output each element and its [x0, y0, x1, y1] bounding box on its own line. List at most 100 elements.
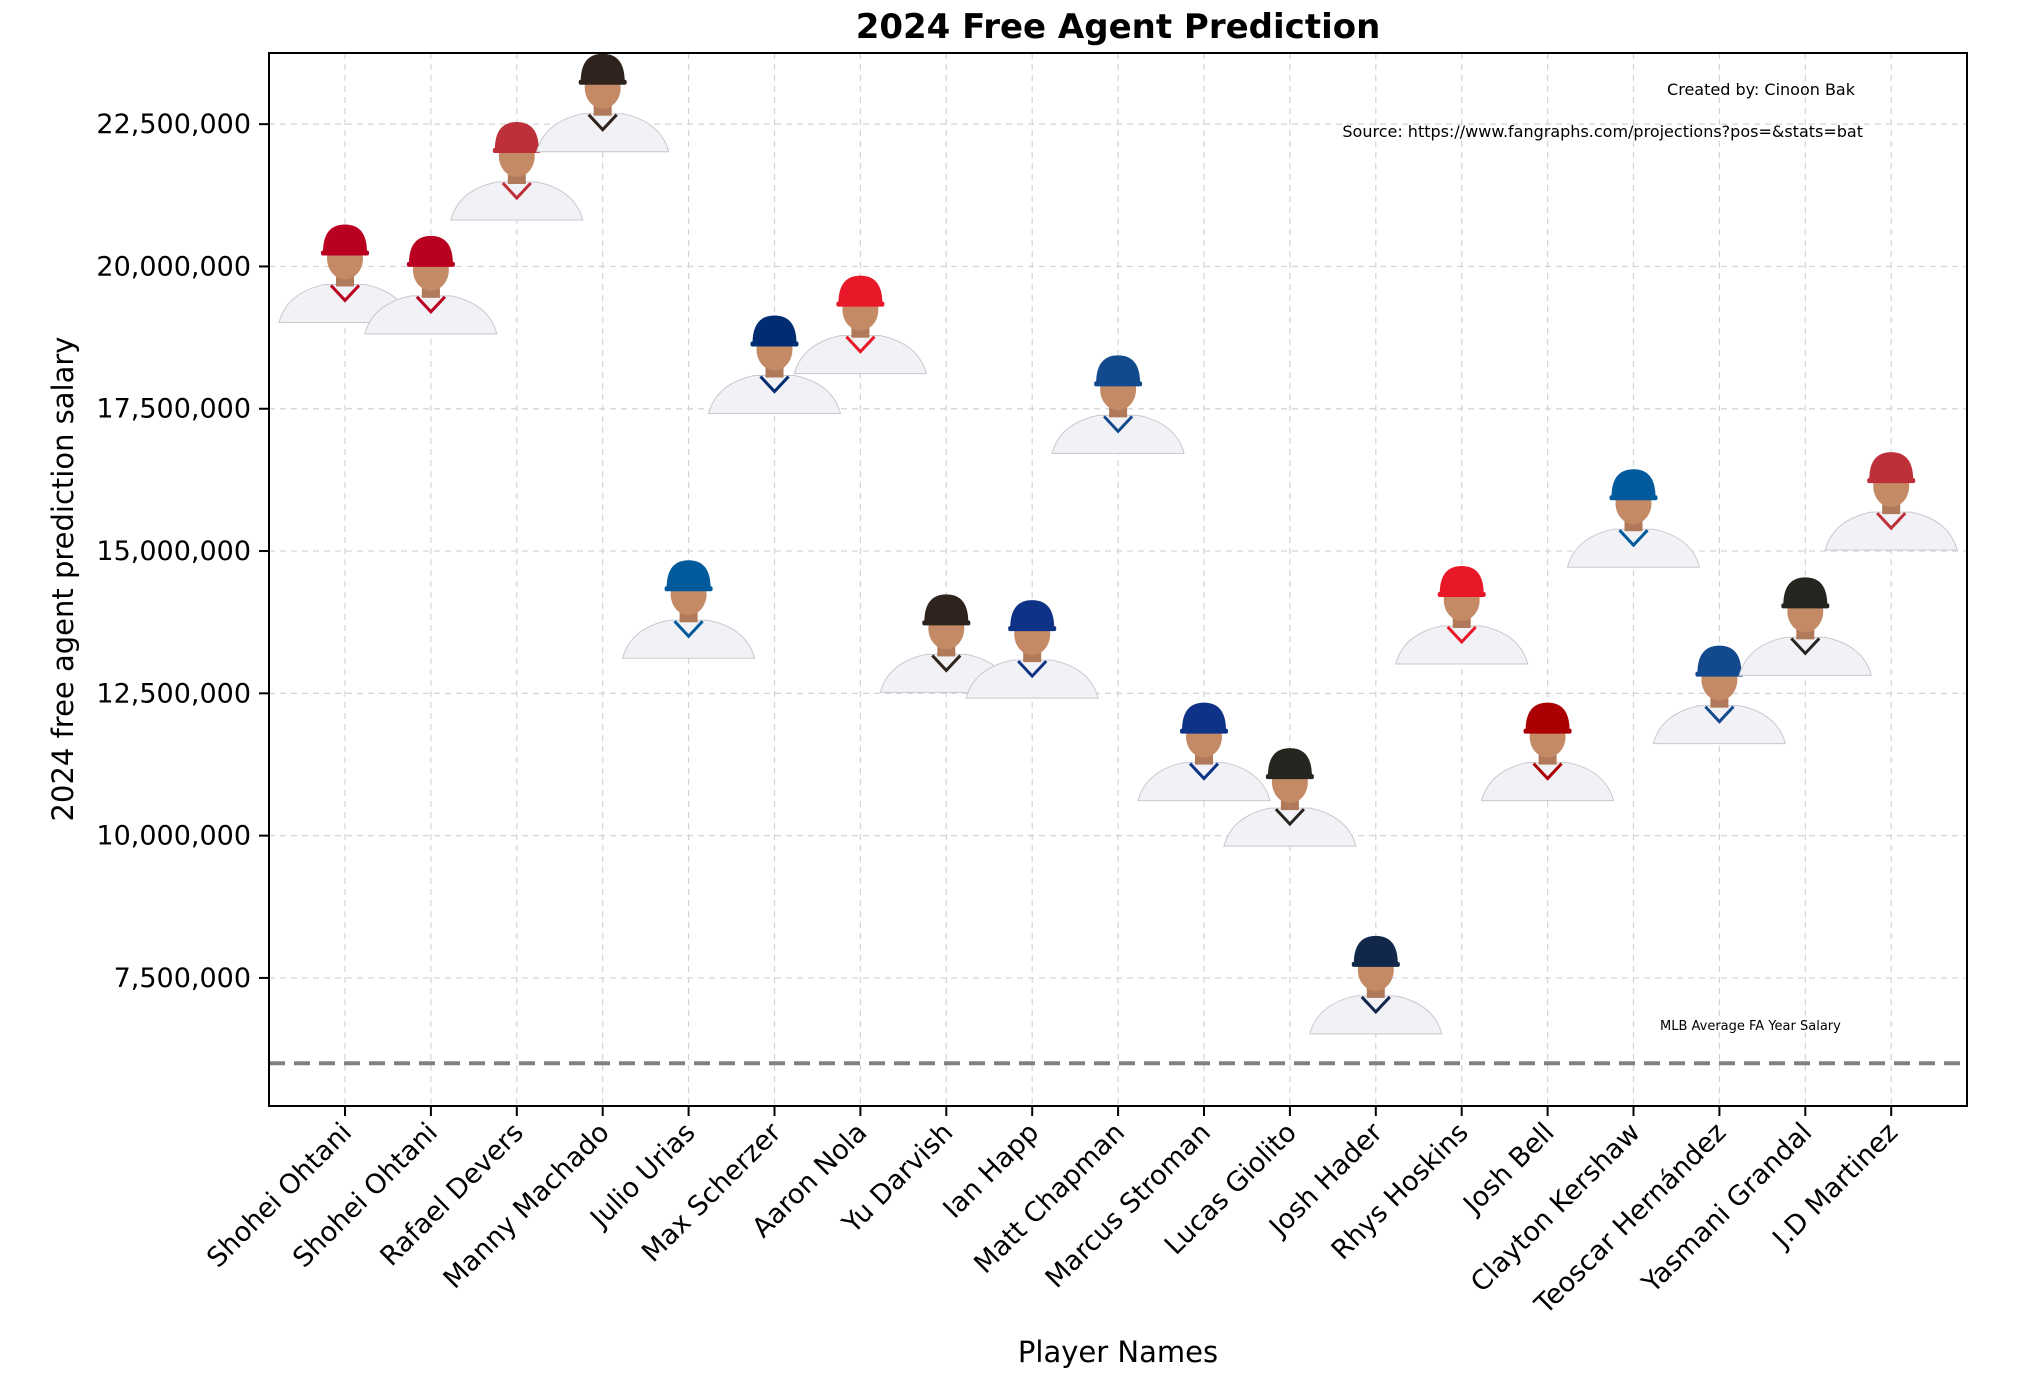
player-marker [364, 235, 498, 335]
x-tick-label: Shohei Ohtani [201, 1117, 358, 1274]
player-marker [1309, 935, 1443, 1035]
y-tick-label: 20,000,000 [96, 251, 251, 282]
cap-shape [580, 53, 625, 82]
cap-brim [1180, 728, 1228, 734]
source-annotation: Source: https://www.fangraphs.com/projec… [1342, 122, 1863, 141]
player-marker [1395, 565, 1529, 665]
jersey-shape [1051, 414, 1185, 454]
player-marker [1652, 645, 1787, 745]
chart-title: 2024 Free Agent Prediction [856, 7, 1381, 47]
cap-shape [1353, 935, 1398, 964]
cap-shape [1783, 577, 1828, 606]
y-axis-title: 2024 free agent prediction salary [46, 337, 80, 822]
collar-shape [1017, 660, 1048, 679]
collar-shape [415, 295, 446, 315]
cap-shape [1439, 565, 1484, 594]
cap-shape [1267, 748, 1312, 777]
jersey-shape [450, 181, 584, 221]
collar-shape [501, 181, 532, 201]
y-tick-label: 10,000,000 [96, 821, 251, 852]
collar-shape [1446, 625, 1477, 645]
cap-brim [1609, 495, 1658, 501]
collar-shape [759, 375, 790, 394]
x-axis-title: Player Names [1018, 1335, 1218, 1369]
y-tick-label: 22,500,000 [96, 109, 251, 140]
jersey-shape [1824, 511, 1958, 551]
cap-brim [922, 620, 971, 626]
cap-brim [664, 586, 713, 592]
collar-shape [1532, 762, 1563, 781]
cap-shape [838, 275, 883, 304]
cap-brim [1695, 671, 1744, 677]
jersey-shape [1395, 625, 1529, 665]
x-tick-label: Matt Chapman [968, 1117, 1131, 1280]
cap-shape [1869, 452, 1914, 481]
jersey-shape [1223, 807, 1357, 847]
cap-shape [1697, 645, 1742, 674]
marker-group [278, 53, 1958, 1035]
player-marker [1137, 702, 1271, 802]
jersey-shape [965, 659, 1099, 699]
player-marker [707, 315, 842, 415]
jersey-shape [1309, 995, 1443, 1035]
cap-brim [750, 341, 799, 347]
jersey-shape [536, 113, 670, 153]
collar-shape [931, 654, 962, 673]
player-marker [536, 53, 670, 153]
player-marker [793, 275, 928, 375]
x-tick-label: Marcus Stroman [1040, 1117, 1217, 1294]
cap-brim [1265, 774, 1314, 780]
collar-shape [1360, 995, 1391, 1015]
collar-shape [845, 335, 876, 354]
cap-brim [1351, 961, 1400, 967]
player-marker [450, 121, 584, 221]
collar-shape [673, 620, 704, 639]
cap-brim [1523, 728, 1572, 734]
cap-brim [492, 147, 541, 153]
jersey-shape [1652, 705, 1787, 745]
jersey-shape [1480, 762, 1615, 802]
y-tick-label: 7,500,000 [114, 963, 251, 994]
jersey-shape [1738, 636, 1872, 676]
jersey-shape [364, 295, 498, 335]
player-marker [1051, 355, 1185, 454]
player-marker [1824, 452, 1958, 551]
jersey-shape [707, 375, 842, 415]
cap-brim [578, 79, 627, 85]
jersey-shape [621, 619, 756, 659]
cap-shape [408, 235, 453, 264]
collar-shape [1876, 512, 1907, 531]
player-marker [1223, 748, 1357, 847]
cap-shape [1611, 469, 1656, 498]
collar-shape [1790, 637, 1821, 656]
player-marker [1566, 469, 1701, 568]
cap-brim [1781, 603, 1830, 609]
collar-shape [329, 284, 361, 303]
cap-shape [1525, 702, 1570, 731]
collar-shape [1103, 415, 1134, 434]
reference-line-label: MLB Average FA Year Salary [1660, 1019, 1841, 1034]
jersey-shape [793, 335, 928, 375]
y-tick-label: 15,000,000 [96, 536, 251, 567]
player-marker [1480, 702, 1615, 802]
cap-shape [1182, 702, 1226, 731]
cap-shape [752, 315, 797, 344]
cap-brim [836, 301, 885, 307]
cap-brim [1008, 626, 1057, 632]
cap-shape [666, 560, 711, 589]
collar-shape [1618, 529, 1649, 548]
y-tick-label: 12,500,000 [96, 678, 251, 709]
collar-shape [1274, 808, 1305, 827]
cap-shape [924, 594, 969, 623]
cap-brim [406, 261, 455, 267]
collar-shape [587, 113, 618, 132]
cap-shape [1010, 600, 1055, 629]
x-tick-label: Manny Machado [438, 1117, 616, 1295]
cap-brim [1094, 381, 1143, 387]
jersey-shape [1137, 762, 1271, 802]
cap-brim [321, 250, 369, 256]
collar-shape [1704, 705, 1735, 724]
cap-brim [1437, 591, 1486, 597]
jersey-shape [1566, 528, 1701, 568]
